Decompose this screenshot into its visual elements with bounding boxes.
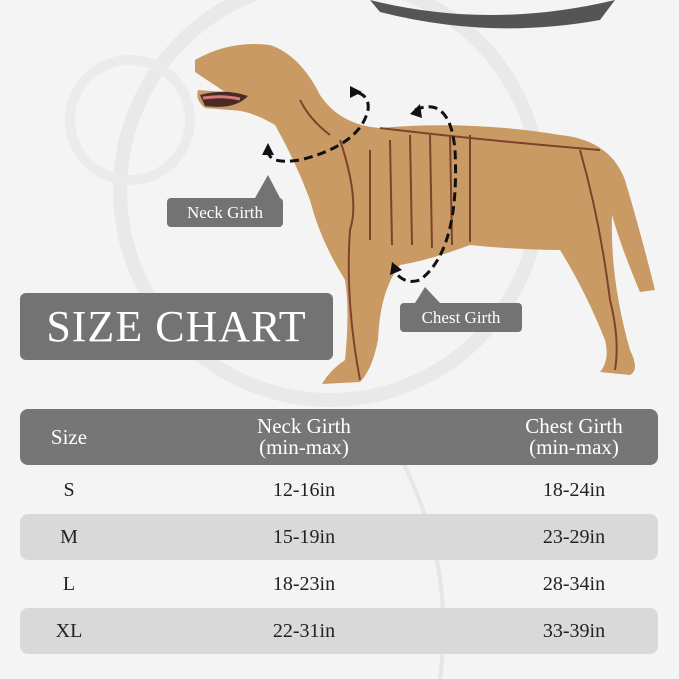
chest-cell: 28-34in [542,572,606,595]
neck-cell: 22-31in [272,619,336,642]
neck-cell: 18-23in [272,572,336,595]
chest-cell: 23-29in [542,525,606,548]
header-sublabel: (min-max) [259,435,349,459]
size-cell: S [63,478,75,501]
table-row: L 18-23in 28-34in [20,561,658,607]
header-chest-girth: Chest Girth (min-max) [490,416,658,458]
header-label: Neck Girth [257,414,351,438]
size-cell: M [60,525,78,548]
table-row: XL 22-31in 33-39in [20,608,658,654]
header-size: Size [50,424,88,449]
header-sublabel: (min-max) [529,435,619,459]
size-cell: L [62,572,76,595]
header-neck-girth: Neck Girth (min-max) [118,416,490,458]
chest-cell: 33-39in [542,619,606,642]
neck-cell: 15-19in [272,525,336,548]
harness-strap-fragment [370,0,615,29]
neck-cell: 12-16in [272,478,336,501]
header-label: Chest Girth [525,414,623,438]
dashed-arrow-chest-icon [393,105,458,283]
neck-girth-callout: Neck Girth [167,198,283,227]
size-table: Size Neck Girth (min-max) Chest Girth (m… [20,409,658,654]
size-cell: XL [55,619,83,642]
table-row: S 12-16in 18-24in [20,467,658,513]
table-header: Size Neck Girth (min-max) Chest Girth (m… [20,409,658,465]
dashed-arrow-neck-icon [266,90,370,163]
chest-cell: 18-24in [542,478,606,501]
page-title: SIZE CHART [20,293,333,360]
chest-girth-callout: Chest Girth [400,303,522,332]
table-row: M 15-19in 23-29in [20,514,658,560]
